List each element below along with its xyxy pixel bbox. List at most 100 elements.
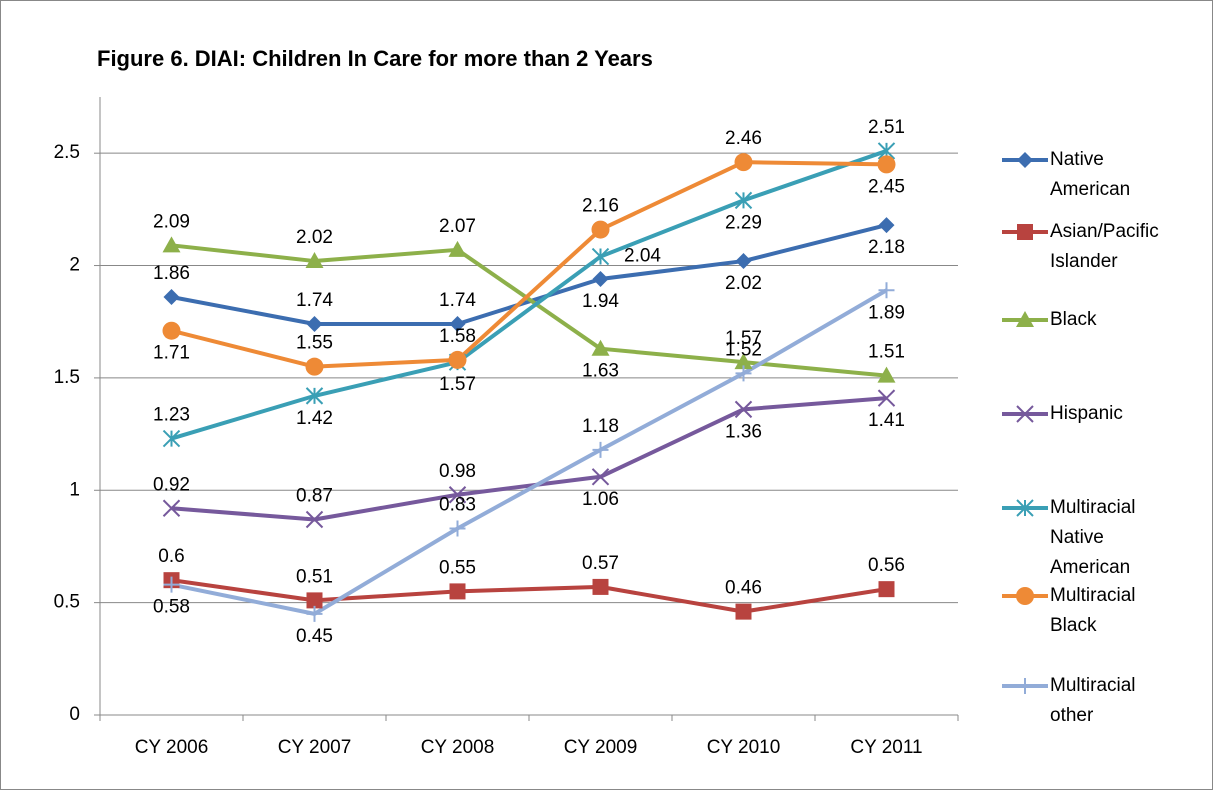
- legend-entry: Multiracial other: [1000, 671, 1200, 731]
- marker: [305, 510, 324, 529]
- legend-label: Multiracial Native American: [1050, 497, 1136, 578]
- marker: [162, 236, 181, 253]
- marker: [448, 486, 467, 504]
- data-label: 1.06: [582, 489, 619, 510]
- series-line: [171, 578, 887, 614]
- data-label: 1.41: [868, 410, 905, 431]
- data-label: 1.71: [153, 343, 190, 364]
- legend-label: Native American: [1050, 149, 1131, 200]
- series-line: [171, 288, 888, 616]
- data-label: 1.51: [868, 342, 905, 363]
- marker: [1017, 224, 1033, 240]
- legend-entry: Multiracial Black: [1000, 581, 1200, 641]
- data-label: 0.56: [868, 555, 905, 576]
- marker: [1016, 311, 1034, 327]
- legend-icon: [1002, 311, 1048, 327]
- marker: [1016, 405, 1034, 423]
- marker: [591, 247, 610, 266]
- legend-icon: [1002, 587, 1048, 605]
- marker: [162, 499, 181, 517]
- data-label: 1.74: [296, 290, 333, 311]
- legend-label: Asian/Pacific Islander: [1050, 221, 1159, 272]
- legend-icon: [1002, 152, 1048, 168]
- x-tick-label: CY 2011: [850, 737, 922, 758]
- x-tick-label: CY 2010: [707, 737, 781, 758]
- marker: [449, 315, 466, 332]
- marker: [591, 468, 610, 486]
- marker: [162, 321, 181, 340]
- series-line: [171, 243, 887, 378]
- legend-entry: Black: [1000, 305, 1200, 335]
- data-label: 1.74: [439, 290, 476, 311]
- marker: [449, 520, 466, 537]
- data-label: 1.63: [582, 361, 619, 382]
- x-tick-label: CY 2007: [278, 737, 352, 758]
- marker: [163, 576, 180, 593]
- legend-icon: [1002, 224, 1048, 240]
- data-label: 1.18: [582, 416, 619, 437]
- data-label: 0.46: [725, 578, 762, 599]
- data-label: 1.52: [725, 339, 762, 360]
- data-label: 0.92: [153, 474, 190, 495]
- data-label: 0.87: [296, 486, 333, 507]
- marker: [592, 578, 609, 595]
- data-label: 2.16: [582, 196, 619, 217]
- data-label: 2.09: [153, 211, 190, 232]
- legend-label: Hispanic: [1050, 403, 1123, 424]
- legend-label: Multiracial Black: [1050, 585, 1136, 636]
- marker: [306, 605, 323, 622]
- data-label: 1.94: [582, 291, 619, 312]
- data-label: 2.02: [725, 273, 762, 294]
- legend-label: Black: [1050, 309, 1097, 330]
- legend-label: Multiracial other: [1050, 675, 1136, 726]
- marker: [877, 366, 896, 383]
- legend-icon: [1002, 678, 1048, 694]
- data-label: 1.86: [153, 263, 190, 284]
- data-label: 0.55: [439, 557, 476, 578]
- x-tick-label: CY 2009: [564, 737, 638, 758]
- y-tick-label: 0: [69, 704, 80, 725]
- data-label: 1.89: [868, 302, 905, 323]
- marker: [878, 217, 895, 234]
- marker: [592, 441, 609, 458]
- data-label: 0.45: [296, 626, 333, 647]
- y-tick-label: 2: [69, 255, 80, 276]
- y-tick-label: 2.5: [54, 142, 80, 163]
- data-label: 0.57: [582, 553, 619, 574]
- data-label: 2.04: [624, 246, 661, 267]
- marker: [162, 429, 181, 448]
- marker: [734, 400, 753, 419]
- data-label: 1.58: [439, 326, 476, 347]
- data-label: 1.57: [439, 374, 476, 395]
- marker: [591, 220, 610, 239]
- data-label: 0.83: [439, 494, 476, 515]
- legend-entry: Asian/Pacific Islander: [1000, 217, 1200, 277]
- chart-title: Figure 6. DIAI: Children In Care for mor…: [97, 46, 653, 71]
- data-label: 1.55: [296, 333, 333, 354]
- marker: [592, 271, 609, 288]
- marker: [877, 155, 896, 174]
- y-tick-label: 1: [69, 479, 80, 500]
- series-line: [171, 160, 887, 369]
- marker: [735, 253, 752, 270]
- data-label: 2.45: [868, 176, 905, 197]
- marker: [448, 350, 467, 369]
- legend-icon: [1002, 499, 1048, 517]
- data-label: 2.29: [725, 212, 762, 233]
- legend-entry: Multiracial Native American: [1000, 493, 1200, 583]
- legend-icon: [1002, 405, 1048, 423]
- marker: [1017, 678, 1033, 694]
- data-label: 0.98: [439, 461, 476, 482]
- marker: [734, 353, 753, 370]
- marker: [735, 603, 752, 620]
- marker: [305, 357, 324, 376]
- data-label: 2.02: [296, 227, 333, 248]
- data-label: 0.51: [296, 566, 333, 587]
- series-line: [170, 149, 888, 441]
- data-label: 2.18: [868, 237, 905, 258]
- marker: [448, 240, 467, 257]
- data-label: 0.6: [158, 546, 184, 567]
- marker: [305, 252, 324, 269]
